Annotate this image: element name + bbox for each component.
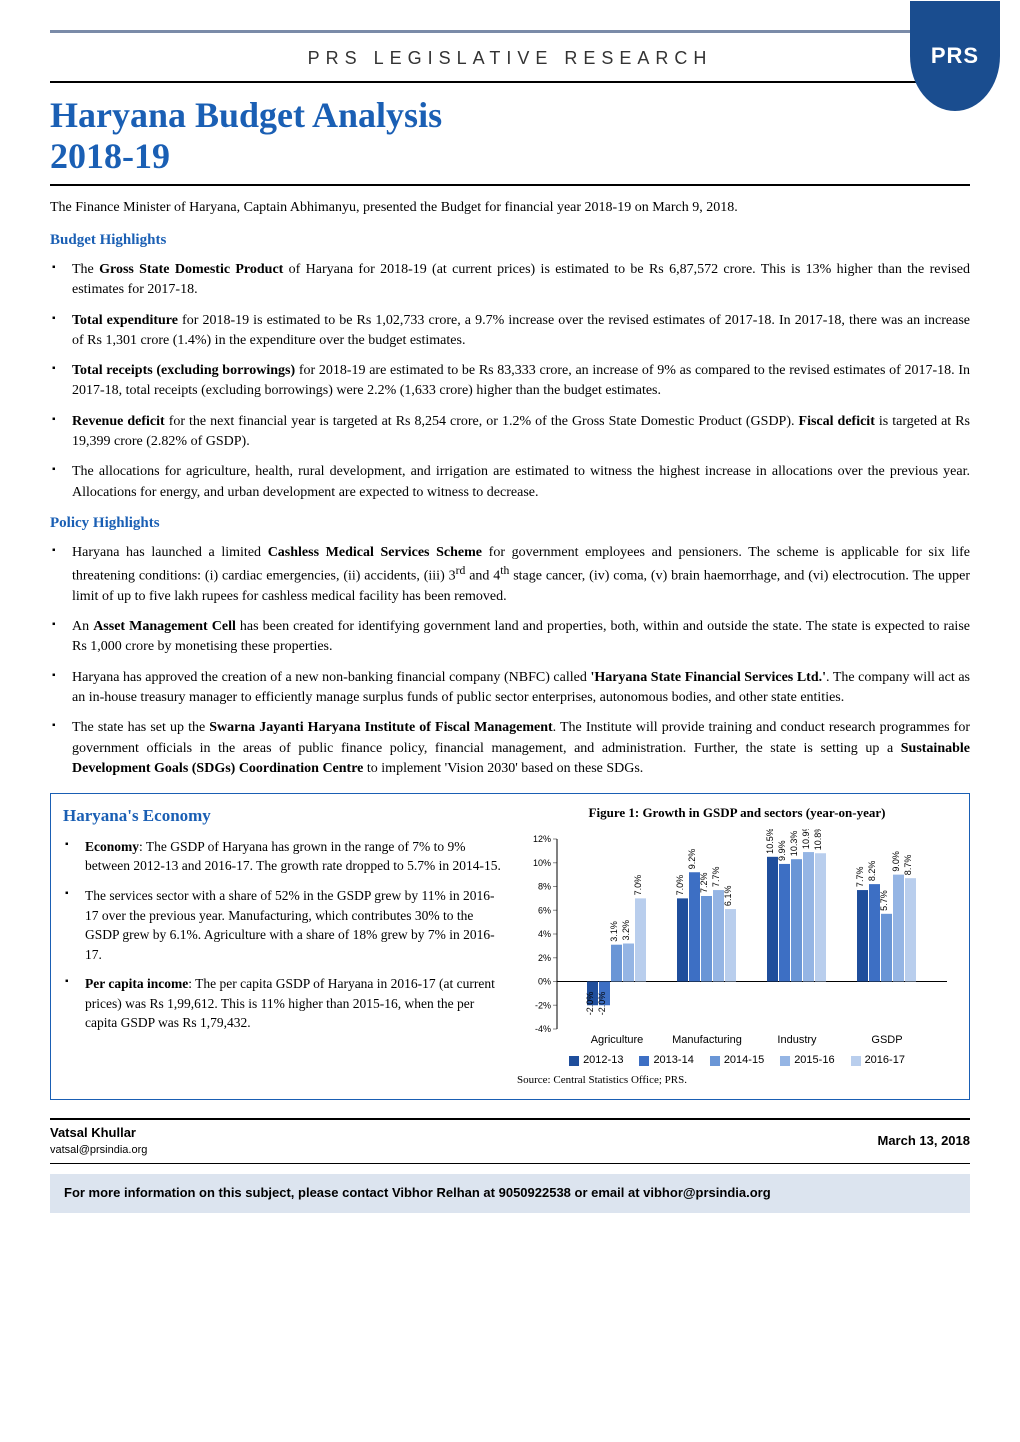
- author-email: vatsal@prsindia.org: [50, 1143, 147, 1159]
- svg-text:9.9%: 9.9%: [777, 841, 787, 862]
- page-title: Haryana Budget Analysis 2018-19: [50, 95, 970, 178]
- list-item: Revenue deficit for the next financial y…: [72, 412, 970, 453]
- list-item: Per capita income: The per capita GSDP o…: [85, 974, 503, 1033]
- svg-text:7.0%: 7.0%: [675, 875, 685, 896]
- footer-rule-top: [50, 1118, 970, 1120]
- svg-text:Manufacturing: Manufacturing: [672, 1034, 742, 1046]
- svg-text:-2.0%: -2.0%: [597, 992, 607, 1016]
- svg-text:GSDP: GSDP: [871, 1034, 902, 1046]
- svg-text:-2.0%: -2.0%: [585, 992, 595, 1016]
- org-name: PRS LEGISLATIVE RESEARCH: [50, 41, 970, 71]
- svg-text:3.1%: 3.1%: [609, 921, 619, 942]
- list-item: Total expenditure for 2018-19 is estimat…: [72, 311, 970, 352]
- economy-left: Haryana's Economy Economy: The GSDP of H…: [63, 804, 503, 1089]
- legend-item: 2014-15: [710, 1053, 764, 1069]
- svg-text:8.2%: 8.2%: [867, 861, 877, 882]
- author-block: Vatsal Khullar vatsal@prsindia.org: [50, 1124, 147, 1159]
- policy-highlights-heading: Policy Highlights: [50, 513, 970, 535]
- legend-item: 2015-16: [780, 1053, 834, 1069]
- svg-text:2%: 2%: [538, 953, 551, 963]
- intro-text: The Finance Minister of Haryana, Captain…: [50, 198, 970, 218]
- chart-wrap: -4% -2% 0% 2% 4% 6% 8% 10% 12% -2.0%-2.0% 3.1%3.2%…: [517, 829, 957, 1049]
- policy-highlights-list: Haryana has launched a limited Cashless …: [50, 543, 970, 780]
- svg-text:Agriculture: Agriculture: [591, 1034, 644, 1046]
- list-item: The Gross State Domestic Product of Hary…: [72, 260, 970, 301]
- list-item: The allocations for agriculture, health,…: [72, 462, 970, 503]
- svg-text:-2%: -2%: [535, 1000, 551, 1010]
- prs-header: PRS LEGISLATIVE RESEARCH PRS: [50, 41, 970, 71]
- svg-text:9.0%: 9.0%: [891, 851, 901, 872]
- svg-text:8%: 8%: [538, 882, 551, 892]
- list-item: Haryana has approved the creation of a n…: [72, 668, 970, 709]
- svg-text:10.8%: 10.8%: [813, 829, 823, 850]
- svg-text:7.7%: 7.7%: [855, 867, 865, 888]
- date-block: March 13, 2018: [877, 1132, 970, 1151]
- svg-text:6.1%: 6.1%: [723, 886, 733, 907]
- svg-text:8.7%: 8.7%: [903, 855, 913, 876]
- svg-text:7.2%: 7.2%: [699, 873, 709, 894]
- title-rule: [50, 184, 970, 186]
- svg-text:12%: 12%: [533, 834, 551, 844]
- svg-text:Industry: Industry: [777, 1034, 817, 1046]
- svg-text:7.0%: 7.0%: [633, 875, 643, 896]
- footer-rule-bottom: [50, 1163, 970, 1164]
- chart-source: Source: Central Statistics Office; PRS.: [517, 1073, 957, 1089]
- budget-highlights-list: The Gross State Domestic Product of Hary…: [50, 260, 970, 503]
- legend-item: 2012-13: [569, 1053, 623, 1069]
- svg-text:4%: 4%: [538, 929, 551, 939]
- list-item: Economy: The GSDP of Haryana has grown i…: [85, 837, 503, 876]
- svg-text:10.5%: 10.5%: [765, 829, 775, 854]
- contact-bar: For more information on this subject, pl…: [50, 1174, 970, 1213]
- bar-chart: -4% -2% 0% 2% 4% 6% 8% 10% 12% -2.0%-2.0% 3.1%3.2%…: [517, 829, 957, 1049]
- svg-text:3.2%: 3.2%: [621, 920, 631, 941]
- svg-text:10.9%: 10.9%: [801, 829, 811, 849]
- logo-text: PRS: [931, 40, 979, 72]
- title-line2: 2018-19: [50, 136, 170, 176]
- mid-rule: [50, 81, 970, 83]
- svg-text:5.7%: 5.7%: [879, 890, 889, 911]
- svg-text:7.7%: 7.7%: [711, 867, 721, 888]
- prs-logo: PRS: [910, 1, 1000, 111]
- list-item: Total receipts (excluding borrowings) fo…: [72, 361, 970, 402]
- footer: Vatsal Khullar vatsal@prsindia.org March…: [50, 1118, 970, 1213]
- svg-text:6%: 6%: [538, 905, 551, 915]
- svg-text:-4%: -4%: [535, 1024, 551, 1034]
- economy-bullets: Economy: The GSDP of Haryana has grown i…: [63, 837, 503, 1033]
- figure-title: Figure 1: Growth in GSDP and sectors (ye…: [517, 804, 957, 823]
- list-item: The services sector with a share of 52% …: [85, 886, 503, 964]
- budget-highlights-heading: Budget Highlights: [50, 230, 970, 252]
- legend-item: 2013-14: [639, 1053, 693, 1069]
- list-item: An Asset Management Cell has been create…: [72, 617, 970, 658]
- list-item: Haryana has launched a limited Cashless …: [72, 543, 970, 608]
- legend-item: 2016-17: [851, 1053, 905, 1069]
- economy-right: Figure 1: Growth in GSDP and sectors (ye…: [517, 804, 957, 1089]
- author-name: Vatsal Khullar: [50, 1124, 147, 1143]
- svg-text:10%: 10%: [533, 858, 551, 868]
- top-rule: [50, 30, 970, 33]
- svg-text:9.2%: 9.2%: [687, 849, 697, 870]
- list-item: The state has set up the Swarna Jayanti …: [72, 718, 970, 779]
- economy-box: Haryana's Economy Economy: The GSDP of H…: [50, 793, 970, 1100]
- title-line1: Haryana Budget Analysis: [50, 95, 442, 135]
- economy-heading: Haryana's Economy: [63, 804, 503, 829]
- footer-row: Vatsal Khullar vatsal@prsindia.org March…: [50, 1124, 970, 1159]
- svg-text:10.3%: 10.3%: [789, 831, 799, 857]
- svg-text:0%: 0%: [538, 977, 551, 987]
- chart-legend: 2012-13 2013-14 2014-15 2015-16 2016-17: [517, 1053, 957, 1069]
